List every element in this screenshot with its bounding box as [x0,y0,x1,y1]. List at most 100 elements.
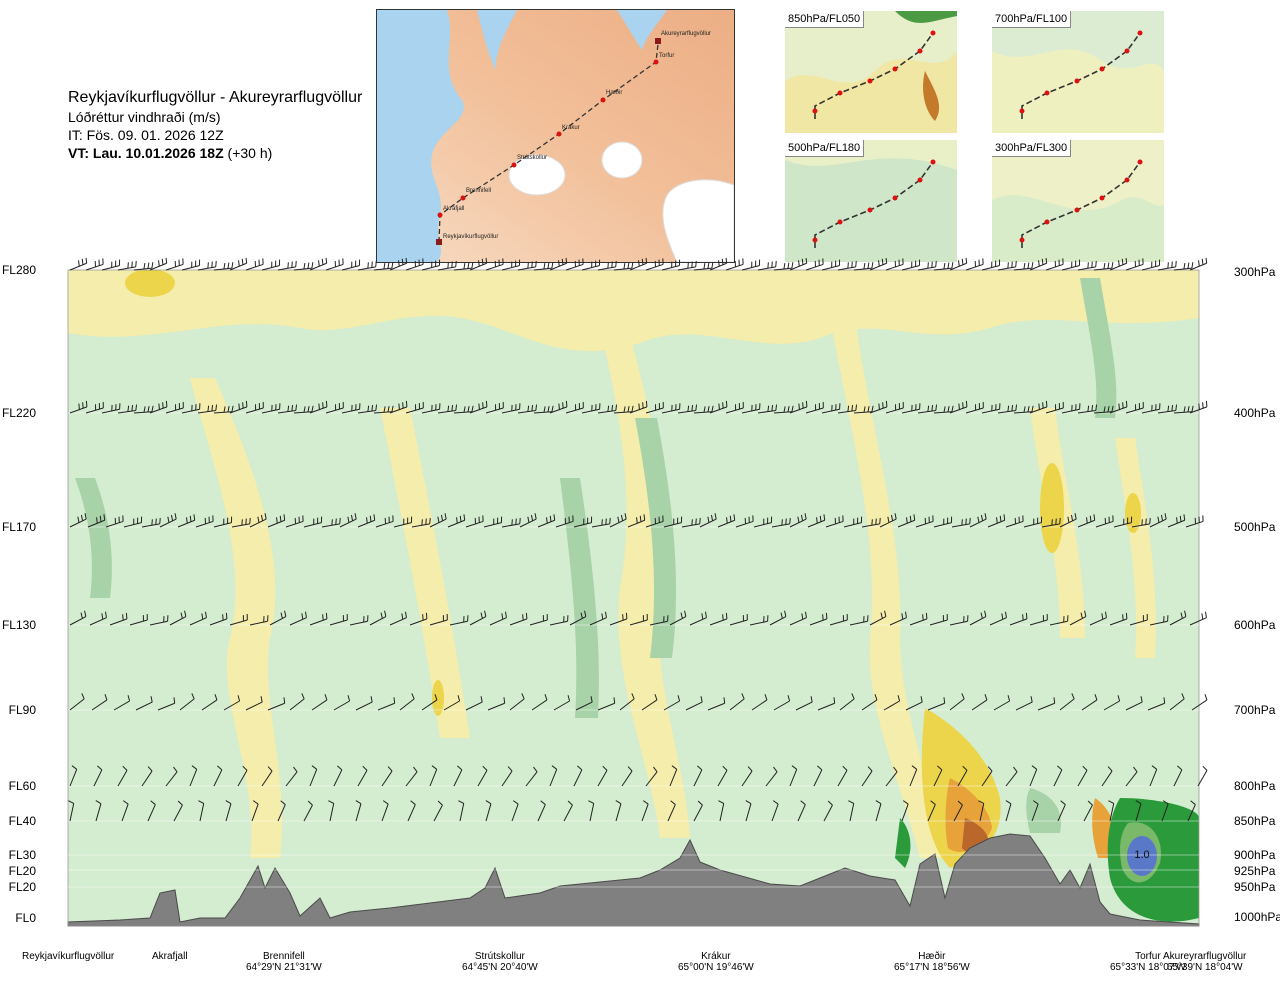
wind-barb [645,520,664,528]
wind-barb-feather [547,406,550,413]
wind-barb-feather [1171,405,1174,412]
wind-barb [1149,518,1167,528]
wind-barb-feather [710,514,714,521]
wind-barb-feather [1179,515,1182,522]
wind-barb-feather [127,262,129,269]
wind-barb [771,803,779,822]
wind-barb-feather [245,400,248,407]
wind-barb-feather [303,262,306,270]
wind-barb-feather [913,514,916,521]
station-torfur: Torfur 65°33'N 18°07'W [1110,951,1186,973]
wind-barb-feather [150,800,156,805]
wind-barb-feather [405,400,408,407]
wind-barb-feather [155,518,157,525]
wind-barb [681,523,700,528]
wind-barb-feather [775,404,778,411]
wind-barb [1147,702,1165,711]
wind-barb-feather [722,765,728,771]
wind-barb-feather [1007,695,1011,702]
wind-barb-feather [878,403,880,410]
wind-barb-feather [1030,696,1033,703]
mini-map-700-label: 700hPa/FL100 [992,11,1072,28]
wind-barb-feather [293,766,298,773]
wind-barb-feather [307,406,310,413]
wind-barb-feather [95,800,102,805]
wind-barb-feather [645,258,648,264]
wind-barb-feather [1111,405,1114,412]
wind-barb [1095,520,1114,528]
core-yellow-4 [125,270,175,297]
wind-barb-feather [1117,695,1121,702]
wind-barb-feather [283,697,286,704]
wind-barb [189,617,207,626]
wind-barb-feather [1067,516,1070,523]
wind-barb-feather [609,517,611,524]
upper-descent-band [68,270,1199,352]
pa-label-300: 300hPa [1234,265,1276,279]
wind-barb [709,262,727,271]
wind-barb-feather [1001,613,1004,620]
wind-barb-feather [1087,800,1093,806]
wind-barb [237,770,248,787]
wind-barb-feather [1055,518,1057,525]
wind-barb-feather [434,694,438,701]
wind-barb-feather [444,513,447,520]
wind-barb-feather [867,766,873,772]
wind-barb-feather [627,406,630,413]
wind-barb [529,619,548,626]
wind-barb [421,408,440,414]
wind-barb [555,520,574,528]
wind-barb-feather [951,405,954,412]
wind-barb-feather [885,258,888,264]
wind-barb [1069,616,1087,626]
wind-barb [261,770,273,787]
wind-barb-feather [1093,514,1096,521]
wind-barb-feather [1011,261,1013,268]
wind-barb-feather [207,405,210,412]
wind-barb [725,263,744,271]
wind-barb-feather [440,514,444,521]
wind-barb [997,409,1016,414]
station-reykjavik: Reykjavíkurflugvöllur [22,951,114,962]
wind-barb-feather [505,611,507,618]
wind-barb-feather [1205,258,1208,264]
wind-barb [149,406,168,414]
wind-barb-feather [85,258,88,264]
wind-barb [341,408,360,414]
wind-barb-feather [842,765,848,771]
wind-barb [693,267,712,271]
wind-barb-feather [1149,517,1151,524]
wind-barb-feather [1183,514,1186,521]
wind-barb-feather [373,514,376,521]
wind-barb-feather [671,765,678,770]
wind-barb [753,522,772,528]
western-sea [377,10,464,262]
wind-barb [823,804,833,822]
wind-barb-feather [217,765,223,771]
wind-barb-feather [283,514,286,521]
wind-barb [69,406,88,414]
wind-barb [1129,619,1148,626]
wind-barb-feather [1176,517,1178,524]
wind-barb [1185,520,1204,528]
route-overview-map: Akureyrarflugvöllur Torfur Hæðir Krákur … [376,9,735,263]
route-point-labels: Akureyrarflugvöllur Torfur Hæðir Krákur … [443,31,711,240]
wind-barb-feather [362,765,368,771]
wind-barb [95,803,102,822]
wind-barb-feather [602,765,608,771]
pa-label-700: 700hPa [1234,703,1276,717]
wind-barb [333,700,350,711]
max-ascent-blue [1127,836,1157,876]
wind-barb [309,406,328,414]
wind-barb-feather [544,694,548,701]
wind-barb-feather [894,513,897,520]
wind-barb-feather [707,262,710,269]
wind-barb [949,262,967,271]
cross-section-plot: 1.0 [67,258,1208,927]
wind-barb-feather [699,517,701,524]
wind-barb-feather [871,519,873,526]
wind-barb [245,407,264,414]
wind-barb-feather [697,765,703,771]
wind-barb [293,411,312,414]
wind-barb [251,803,259,822]
